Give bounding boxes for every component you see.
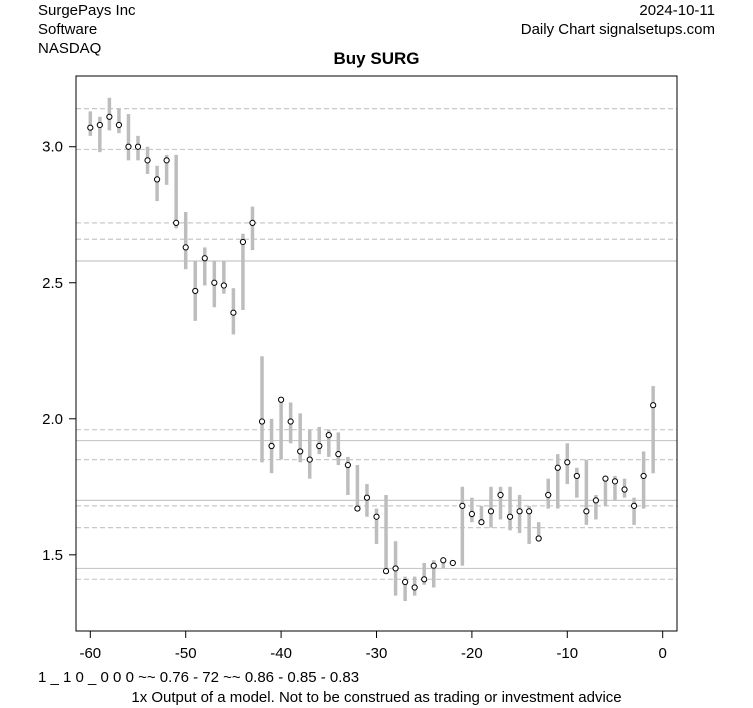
close-point — [373, 513, 380, 520]
close-point — [192, 287, 199, 295]
close-point — [535, 535, 542, 542]
x-axis: -60 -50 -40 -30 -20 -10 0 — [79, 631, 667, 662]
close-point — [411, 584, 418, 591]
close-point — [382, 568, 390, 575]
x-tick-label: -30 — [366, 645, 388, 662]
close-point — [516, 508, 523, 515]
close-point — [506, 513, 514, 520]
close-point — [468, 510, 475, 518]
close-point — [173, 219, 180, 227]
close-point — [316, 442, 323, 450]
chart-source: Daily Chart signalsetups.com — [520, 21, 715, 38]
close-point — [554, 464, 561, 471]
close-point — [344, 461, 351, 469]
close-point — [402, 578, 409, 586]
close-point — [201, 255, 208, 262]
close-point — [96, 121, 103, 129]
close-point — [144, 157, 151, 164]
close-point — [287, 418, 294, 425]
close-point — [564, 459, 571, 466]
close-point — [363, 494, 371, 501]
y-tick-label: 2.5 — [42, 275, 63, 292]
exchange-label: NASDAQ — [38, 40, 102, 57]
close-point — [125, 143, 132, 150]
close-point — [306, 456, 313, 463]
close-point — [545, 491, 552, 499]
close-point — [230, 309, 237, 316]
close-point — [459, 502, 466, 509]
close-point — [106, 113, 113, 120]
close-point — [163, 157, 170, 164]
x-tick-label: -50 — [175, 645, 197, 662]
close-point — [278, 396, 285, 403]
close-point — [354, 505, 361, 512]
x-tick-label: -20 — [461, 645, 483, 662]
close-point — [640, 472, 647, 480]
y-axis: 1.5 2.0 2.5 3.0 — [42, 139, 76, 564]
close-point — [602, 475, 609, 482]
y-tick-label: 2.0 — [42, 411, 63, 428]
x-tick-label: -40 — [270, 645, 292, 662]
close-point — [239, 238, 247, 246]
close-point — [421, 576, 428, 583]
close-point — [325, 432, 332, 439]
close-point — [478, 519, 485, 526]
close-point — [611, 478, 619, 485]
close-point — [297, 448, 304, 455]
close-point — [258, 418, 266, 425]
close-point — [497, 491, 504, 499]
y-tick-label: 1.5 — [42, 547, 63, 564]
x-tick-label: -10 — [556, 645, 578, 662]
header-left: SurgePays Inc Software NASDAQ — [38, 1, 136, 58]
model-code: 1 _ 1 0 _ 0 0 0 ~~ 0.76 - 72 ~~ 0.86 - 0… — [38, 669, 360, 686]
close-point — [87, 124, 94, 131]
close-point — [430, 562, 437, 569]
close-point — [440, 557, 447, 564]
close-point — [650, 402, 657, 409]
level-lines — [76, 108, 677, 580]
close-point — [249, 219, 256, 227]
close-point — [211, 279, 218, 286]
close-point — [115, 121, 123, 129]
range-bars — [88, 97, 655, 602]
header-right: 2024-10-11 Daily Chart signalsetups.com — [521, 1, 715, 39]
close-point — [392, 565, 399, 572]
chart-title: Buy SURG — [333, 49, 420, 68]
close-point — [335, 451, 342, 458]
close-point — [526, 508, 533, 515]
close-point — [268, 442, 275, 450]
x-tick-label: 0 — [659, 645, 667, 662]
chart-date: 2024-10-11 — [639, 2, 715, 19]
close-point — [153, 176, 161, 183]
close-point — [621, 486, 628, 493]
sector-label: Software — [38, 21, 98, 38]
close-point — [592, 497, 600, 504]
close-point — [573, 472, 580, 480]
close-point — [630, 502, 638, 509]
close-point — [449, 559, 456, 567]
x-tick-label: -60 — [79, 645, 101, 662]
close-point — [134, 143, 142, 150]
close-point — [487, 508, 495, 515]
close-point — [182, 244, 189, 251]
close-points — [87, 113, 657, 591]
close-point — [220, 282, 227, 289]
company-name: SurgePays Inc — [38, 2, 136, 19]
disclaimer: 1x Output of a model. Not to be construe… — [131, 689, 622, 706]
close-point — [583, 508, 590, 515]
y-tick-label: 3.0 — [42, 139, 63, 156]
